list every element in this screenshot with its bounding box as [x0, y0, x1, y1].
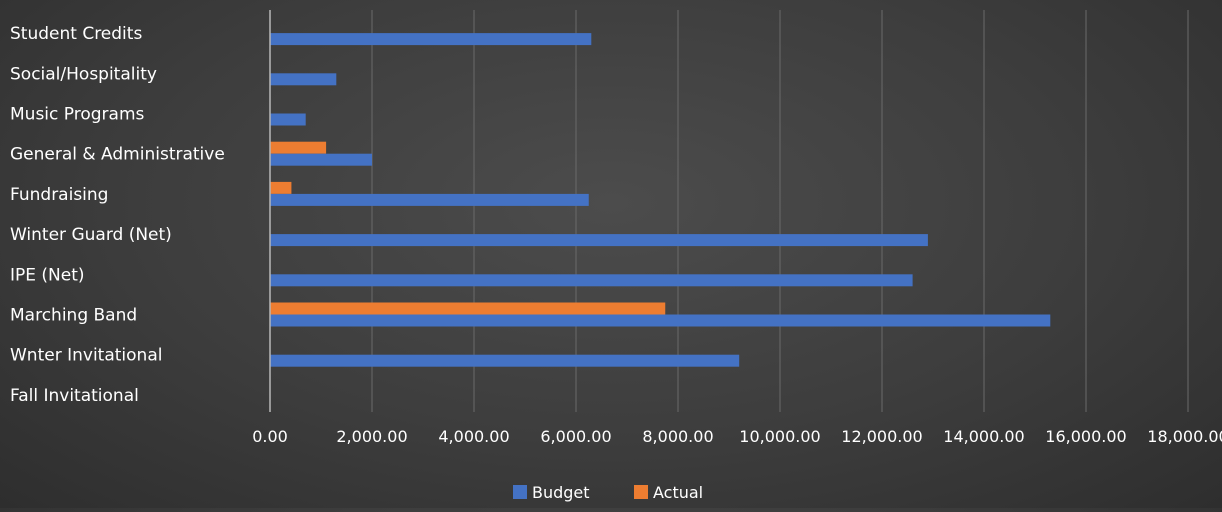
bar-budget: [270, 234, 928, 247]
bar-budget: [270, 113, 306, 126]
x-tick-label: 6,000.00: [540, 427, 611, 446]
legend-swatch: [634, 485, 648, 499]
bar-budget: [270, 354, 740, 367]
bar-budget: [270, 33, 592, 46]
x-tick-label: 8,000.00: [642, 427, 713, 446]
category-label: Fall Invitational: [10, 386, 139, 406]
legend-label: Actual: [653, 483, 703, 502]
bar-budget: [270, 193, 589, 206]
x-tick-label: 12,000.00: [841, 427, 922, 446]
x-tick-labels: 0.00 2,000.00 4,000.00 6,000.00 8,000.00 10,0…: [252, 427, 1222, 446]
bar-actual: [270, 141, 327, 154]
legend-label: Budget: [532, 483, 590, 502]
x-tick-label: 0.00: [252, 427, 288, 446]
category-label: Marching Band: [10, 306, 137, 326]
bar-actual: [270, 302, 666, 315]
category-label: Fundraising: [10, 185, 108, 205]
x-tick-label: 2,000.00: [336, 427, 407, 446]
category-label: General & Administrative: [10, 145, 225, 165]
x-tick-label: 16,000.00: [1045, 427, 1126, 446]
category-label: IPE (Net): [10, 265, 85, 285]
legend-swatch: [513, 485, 527, 499]
bars: [270, 33, 1051, 367]
legend: Budget Actual: [513, 483, 703, 502]
x-tick-label: 18,000.00: [1147, 427, 1222, 446]
x-tick-label: 4,000.00: [438, 427, 509, 446]
bar-budget: [270, 73, 337, 86]
category-labels: Student Credits Social/Hospitality Music P…: [10, 24, 225, 406]
category-label: Music Programs: [10, 105, 144, 125]
bar-actual: [270, 181, 292, 194]
bar-budget: [270, 274, 913, 287]
gridlines: [371, 10, 1189, 412]
category-label: Social/Hospitality: [10, 64, 157, 84]
bar-budget: [270, 314, 1051, 327]
category-label: Student Credits: [10, 24, 142, 44]
x-tick-label: 10,000.00: [739, 427, 820, 446]
x-tick-label: 14,000.00: [943, 427, 1024, 446]
category-label: Wnter Invitational: [10, 346, 162, 366]
category-label: Winter Guard (Net): [10, 225, 172, 245]
bar-budget: [270, 153, 372, 166]
